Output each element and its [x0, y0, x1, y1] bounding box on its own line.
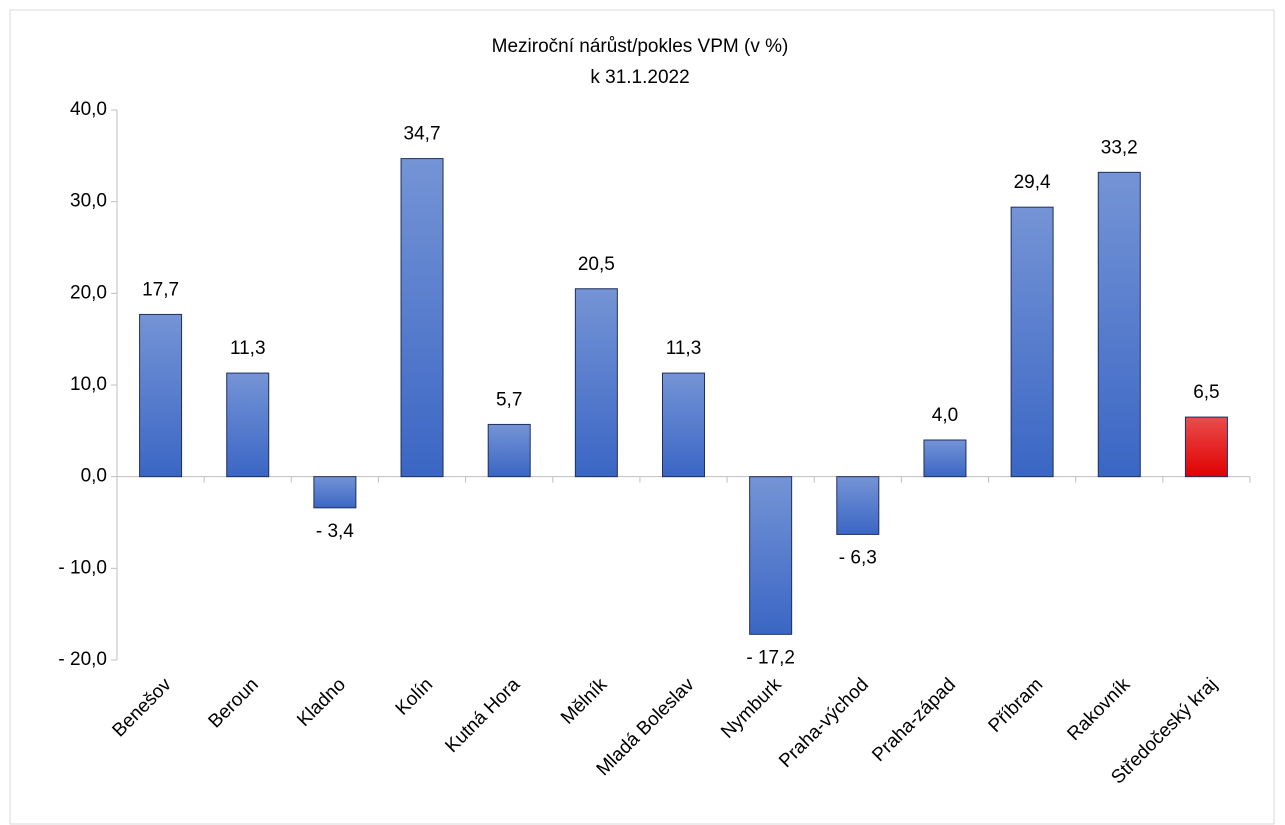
data-label: 29,4: [1014, 172, 1051, 193]
y-tick-label: 10,0: [70, 374, 107, 395]
bar: [313, 476, 357, 509]
x-tick-label: Kolín: [392, 674, 437, 719]
y-tick-label: - 20,0: [58, 649, 107, 670]
bar: [226, 372, 270, 478]
data-label: 4,0: [932, 405, 958, 426]
data-label: 5,7: [496, 389, 522, 410]
x-tick-label: Beroun: [205, 674, 263, 732]
bar: [1097, 171, 1141, 478]
chart-frame: [9, 9, 1275, 825]
x-tick-label: Příbram: [985, 674, 1048, 737]
x-tick-label: Praha-východ: [775, 674, 873, 772]
data-label: 11,3: [666, 338, 702, 359]
bar: [836, 476, 880, 535]
x-tick-label: Benešov: [109, 674, 176, 741]
y-tick-label: 40,0: [70, 99, 107, 120]
x-tick-label: Mělník: [557, 674, 612, 729]
data-label: 6,5: [1193, 382, 1219, 403]
x-tick-label: Rakovník: [1063, 674, 1134, 745]
bar: [1010, 206, 1054, 478]
x-tick-label: Praha-západ: [868, 674, 960, 766]
bar: [139, 313, 183, 478]
bar: [749, 476, 793, 635]
data-label: 33,2: [1101, 137, 1138, 158]
x-tick-label: Kutná Hora: [441, 674, 524, 757]
data-label: 20,5: [578, 254, 615, 275]
x-tick-label: Kladno: [293, 674, 350, 731]
bar: [487, 423, 531, 478]
chart-title: Meziroční nárůst/pokles VPM (v %): [492, 36, 789, 57]
y-tick-label: - 10,0: [58, 557, 107, 578]
y-tick-label: 20,0: [70, 282, 107, 303]
chart-subtitle: k 31.1.2022: [590, 67, 689, 88]
y-tick-label: 30,0: [70, 191, 107, 212]
bar: [574, 288, 618, 478]
data-label: 17,7: [142, 279, 179, 300]
bar: [923, 439, 967, 478]
bar: [1184, 416, 1228, 478]
bar: [662, 372, 705, 478]
bar: [400, 158, 444, 478]
x-tick-label: Nymburk: [717, 674, 786, 743]
data-label: - 6,3: [839, 547, 877, 568]
data-label: - 3,4: [316, 521, 354, 542]
data-label: 11,3: [230, 338, 266, 359]
data-label: - 17,2: [746, 647, 795, 668]
y-tick-label: 0,0: [81, 466, 107, 487]
data-label: 34,7: [404, 124, 441, 145]
